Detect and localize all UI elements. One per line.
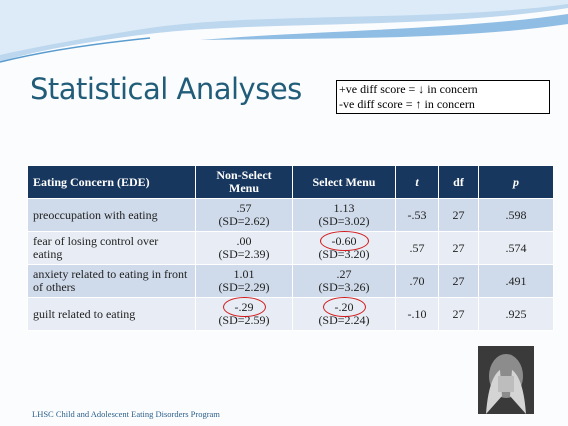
mean-value: .00 [236,234,252,248]
highlight-circle [222,297,266,317]
mean-value: -.20 [322,297,366,317]
stat-cell: 1.01 (SD=2.29) [195,264,293,298]
sd-value: (SD=3.26) [318,280,370,294]
stat-cell: .598 [478,198,554,232]
row-label: preoccupation with eating [27,198,196,232]
stat-cell: .70 [395,264,439,298]
header-cell: Eating Concern (EDE) [27,165,196,199]
mean-value: 1.01 [233,267,255,281]
header-wave [0,0,568,63]
sd-value: (SD=2.39) [218,247,270,261]
stat-cell: 27 [438,231,479,265]
mean-value: 1.13 [333,201,355,215]
table-row: preoccupation with eating .57 (SD=2.62) 1.1… [27,198,554,232]
header-cell: t [395,165,439,199]
stat-cell: -.20 (SD=2.24) [292,297,396,331]
stat-cell: .491 [478,264,554,298]
sd-value: (SD=2.59) [218,313,270,327]
stat-cell: -.53 [395,198,439,232]
photo [478,346,534,414]
legend-note: +ve diff score = ↓ in concern -ve diff s… [336,80,550,114]
results-table: Eating Concern (EDE) Non-Select Menu Sel… [27,165,554,331]
stat-cell: -0.60 (SD=3.20) [292,231,396,265]
highlight-circle [322,297,366,317]
mean-value: -0.60 [319,231,369,251]
header-cell: df [438,165,479,199]
table-row: fear of losing control over eating .00 (SD… [27,231,554,265]
note-line: -ve diff score = ↑ in concern [339,97,475,111]
sd-value: (SD=2.24) [318,313,370,327]
stat-cell: -.10 [395,297,439,331]
table-row: guilt related to eating -.29 (SD=2.59) -.20… [27,297,554,331]
stat-cell: -.29 (SD=2.59) [195,297,293,331]
row-label: guilt related to eating [27,297,196,331]
mean-value: -.29 [222,297,266,317]
stat-cell: 27 [438,264,479,298]
stat-cell: .57 [395,231,439,265]
sd-value: (SD=2.62) [218,214,270,228]
highlight-circle [319,231,369,251]
header-cell: Non-Select Menu [195,165,293,199]
mean-value: .57 [236,201,252,215]
sd-value: (SD=3.20) [318,247,370,261]
stat-cell: 1.13 (SD=3.02) [292,198,396,232]
stat-cell: .27 (SD=3.26) [292,264,396,298]
stat-cell: 27 [438,297,479,331]
row-label: fear of losing control over eating [27,231,196,265]
stat-cell: 27 [438,198,479,232]
header-cell: p [478,165,554,199]
stat-cell: .925 [478,297,554,331]
mean-value: .27 [336,267,352,281]
row-label: anxiety related to eating in front of ot… [27,264,196,298]
slide-title: Statistical Analyses [30,72,302,106]
note-line: +ve diff score = ↓ in concern [339,82,478,96]
sd-value: (SD=3.02) [318,214,370,228]
table-row: anxiety related to eating in front of ot… [27,264,554,298]
footer: LHSC Child and Adolescent Eating Disorde… [32,409,220,419]
stat-cell: .57 (SD=2.62) [195,198,293,232]
stat-cell: .00 (SD=2.39) [195,231,293,265]
stat-cell: .574 [478,231,554,265]
header-cell: Select Menu [292,165,396,199]
header-row: Eating Concern (EDE) Non-Select Menu Sel… [27,165,554,199]
sd-value: (SD=2.29) [218,280,270,294]
